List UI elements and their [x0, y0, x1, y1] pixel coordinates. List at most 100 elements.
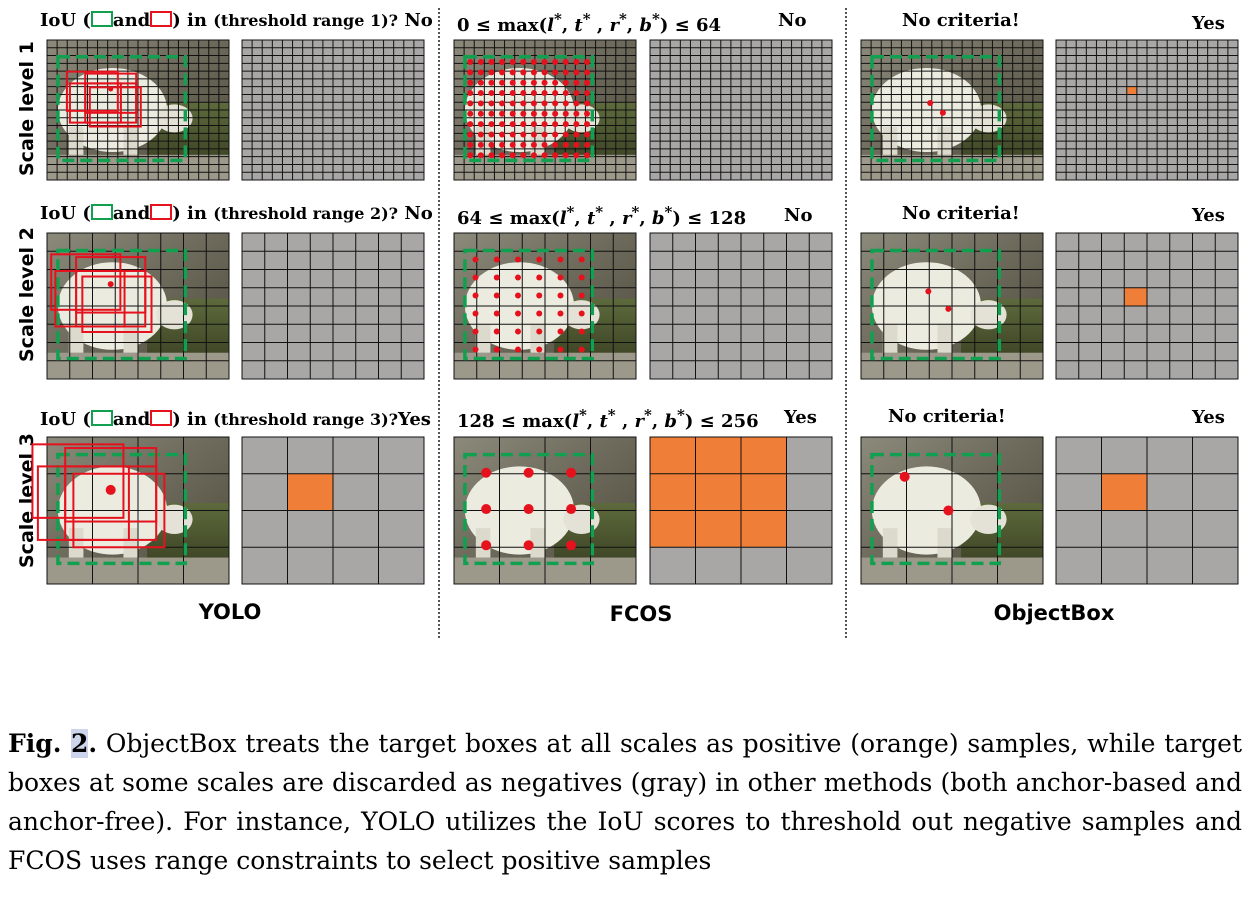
separator-fcos-objectbox [845, 8, 847, 638]
positive-cell [695, 473, 741, 511]
sample-point [552, 110, 559, 117]
sample-point [562, 141, 569, 148]
sample-point [530, 79, 537, 86]
objectbox-grid-panel-1 [1055, 39, 1239, 181]
sample-point [530, 100, 537, 107]
center-point [108, 86, 114, 92]
sample-point [557, 292, 564, 299]
center-point [105, 484, 116, 495]
sample-point [520, 131, 527, 138]
sample-point [467, 131, 474, 138]
sample-point [493, 346, 500, 353]
sample-point [530, 110, 537, 117]
ground-truth-box [463, 452, 595, 566]
sample-point [536, 256, 543, 263]
fcos-answer-3: Yes [784, 407, 817, 428]
sample-point [488, 110, 495, 117]
sample-point [584, 141, 591, 148]
sample-point [536, 346, 543, 353]
sample-point [530, 69, 537, 76]
sample-point [488, 131, 495, 138]
photo-gridline-border [453, 232, 637, 380]
sample-point [515, 274, 522, 281]
sample-point [541, 141, 548, 148]
anchor-box [72, 472, 166, 549]
anchor-box [75, 269, 147, 328]
fcos-grid-panel-1 [649, 39, 833, 181]
positive-cell [741, 437, 787, 474]
photo-gridline-border [453, 436, 637, 585]
sample-point [509, 79, 516, 86]
grid-line-border [1055, 39, 1239, 181]
sample-point [584, 131, 591, 138]
ground-truth-box [56, 248, 188, 361]
sample-point [541, 131, 548, 138]
objectbox-answer-3: Yes [1192, 407, 1225, 428]
fcos-grid-panel-2 [649, 232, 833, 380]
sample-point [493, 310, 500, 317]
sample-point [499, 152, 506, 159]
sample-point [552, 100, 559, 107]
photo-gridline-border [860, 232, 1044, 380]
bear-head [156, 300, 193, 330]
photo-gridline-border [46, 39, 230, 181]
sample-point [481, 540, 492, 551]
positive-cell [1101, 473, 1147, 511]
sample-point [499, 110, 506, 117]
ground-truth-box [56, 55, 188, 163]
sample-point [509, 131, 516, 138]
grid-line-border [241, 39, 425, 181]
sample-point [509, 141, 516, 148]
sample-point [515, 292, 522, 299]
fcos-header-1: 0 ≤ max(l*, t* , r*, b*) ≤ 64 [457, 10, 722, 36]
positive-cell [741, 473, 787, 511]
sample-point [541, 100, 548, 107]
figure-label: Fig. 2. [8, 729, 98, 758]
yolo-header-1: IoU (and) in (threshold range 1)? No [40, 10, 433, 31]
yolo-photo-panel-3 [31, 436, 230, 585]
photo-gridline-border [46, 436, 230, 585]
sample-point [566, 504, 577, 515]
sample-point [925, 288, 932, 295]
sample-point [477, 131, 484, 138]
sample-point [520, 121, 527, 128]
sample-point [584, 100, 591, 107]
sample-point [573, 141, 580, 148]
sample-point [509, 152, 516, 159]
sample-point [530, 131, 537, 138]
sample-point [573, 58, 580, 65]
sample-point [573, 110, 580, 117]
sample-point [467, 121, 474, 128]
bear-head [156, 104, 193, 133]
sample-point [509, 90, 516, 97]
sample-point [472, 292, 479, 299]
sample-point [477, 110, 484, 117]
bear-leg [68, 323, 84, 353]
method-label-yolo: YOLO [198, 600, 262, 624]
sample-point [467, 110, 474, 117]
yolo-header-2: IoU (and) in (threshold range 2)? No [40, 203, 433, 224]
sample-point [562, 131, 569, 138]
sample-point [552, 121, 559, 128]
sample-point [467, 58, 474, 65]
objectbox-answer-1: Yes [1192, 13, 1225, 34]
bear-leg [882, 528, 898, 558]
sample-point [562, 121, 569, 128]
sample-point [488, 152, 495, 159]
sample-point [509, 58, 516, 65]
grid-line-border [649, 232, 833, 380]
bear-leg [937, 323, 952, 353]
sample-point [509, 100, 516, 107]
sample-point [552, 90, 559, 97]
sample-point [541, 58, 548, 65]
sample-point [573, 121, 580, 128]
sample-point [578, 274, 585, 281]
sample-point [520, 58, 527, 65]
bear-leg [882, 323, 898, 353]
sample-point [515, 256, 522, 263]
yolo-photo-panel-1 [46, 39, 230, 181]
sample-point [557, 256, 564, 263]
sample-point [467, 152, 474, 159]
sample-point [477, 121, 484, 128]
sample-point [488, 121, 495, 128]
